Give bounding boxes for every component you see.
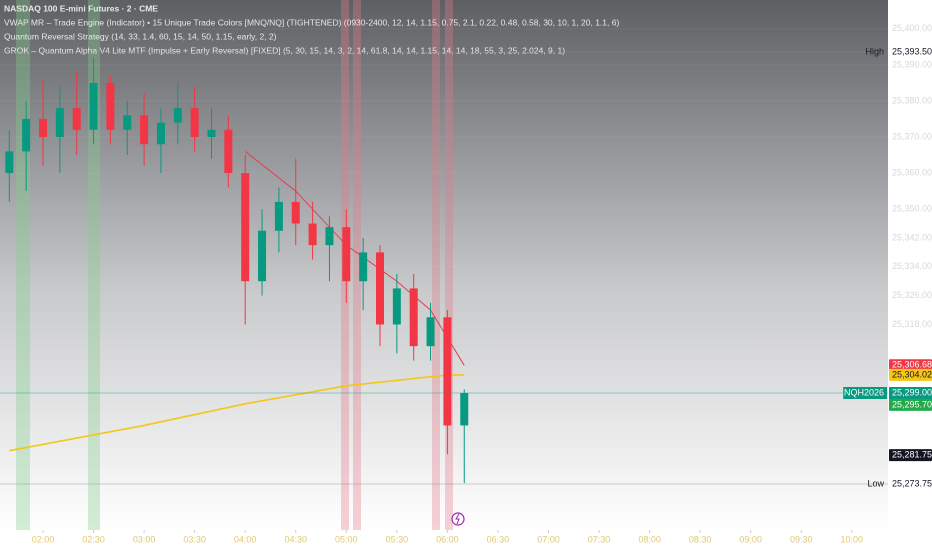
x-tick-label: 04:00 — [234, 534, 257, 544]
candle-body — [123, 115, 132, 130]
x-tick-label: 05:00 — [335, 534, 358, 544]
candle-body — [376, 252, 384, 325]
x-tick-label: 03:30 — [183, 534, 206, 544]
price-tag-name-box — [843, 386, 887, 399]
price-tag — [889, 478, 932, 491]
signal-band — [353, 0, 361, 530]
indicator-label: VWAP MR – Trade Engine (Indicator) • 15 … — [4, 17, 619, 27]
candle-body — [5, 151, 14, 174]
candle-body — [156, 122, 165, 145]
signal-band — [432, 0, 440, 530]
signal-band — [445, 0, 453, 530]
x-tick-label: 07:30 — [588, 534, 611, 544]
signal-band — [88, 0, 100, 530]
chart-layer — [0, 28, 888, 484]
candle-body — [89, 82, 98, 130]
candle-body — [342, 227, 351, 282]
y-tick-label: 25,326.00 — [892, 290, 932, 300]
y-tick-label: 25,342.00 — [892, 232, 932, 242]
y-tick-label: 25,400.00 — [892, 23, 932, 33]
candle-body — [325, 227, 334, 246]
price-tag-label: 25,306.68 — [892, 360, 932, 370]
candle-body — [258, 230, 267, 282]
price-axis — [888, 0, 932, 550]
indicator-label: GROK – Quantum Alpha V4 Lite MTF (Impuls… — [4, 45, 565, 55]
y-tick-label: 25,370.00 — [892, 131, 932, 141]
indicator-line — [244, 151, 465, 366]
x-tick-label: 07:00 — [537, 534, 560, 544]
x-tick-label: 09:30 — [790, 534, 813, 544]
x-tick-label: 08:30 — [689, 534, 712, 544]
y-tick-label: 25,318.00 — [892, 319, 932, 329]
candle-body — [173, 108, 182, 123]
y-tick-label: 25,360.00 — [892, 167, 932, 177]
price-tag-label: 25,281.75 — [892, 450, 932, 460]
candle-body — [140, 115, 149, 145]
candle-body — [224, 129, 233, 174]
price-tag — [889, 398, 932, 411]
x-tick-label: 06:30 — [487, 534, 510, 544]
price-tag-label: 25,295.70 — [892, 399, 932, 409]
y-tick-label: 25,334.00 — [892, 261, 932, 271]
time-axis — [0, 530, 888, 550]
candle-body — [409, 288, 418, 347]
candle-body — [291, 201, 300, 224]
candle-body — [106, 82, 115, 130]
x-tick-label: 09:00 — [739, 534, 762, 544]
y-tick-label: 25,380.00 — [892, 95, 932, 105]
candle-body — [460, 392, 469, 426]
x-tick-label: 04:30 — [284, 534, 307, 544]
candle-body — [55, 108, 64, 138]
candle-body — [274, 201, 283, 231]
candle-body — [72, 108, 81, 130]
y-tick-label: 25,350.00 — [892, 203, 932, 213]
candle-body — [392, 288, 401, 325]
y-tick-label: 25,390.00 — [892, 59, 932, 69]
x-tick-label: 02:00 — [32, 534, 55, 544]
price-tag-name: High — [865, 47, 884, 57]
price-tag — [889, 46, 932, 59]
event-icon-bolt — [455, 513, 460, 525]
candle-body — [426, 317, 435, 347]
candle-body — [443, 317, 452, 426]
candle-body — [359, 252, 368, 282]
indicator-label: Quantum Reversal Strategy (14, 33, 1.4, … — [4, 31, 277, 41]
candle-body — [241, 173, 250, 282]
x-tick-label: 02:30 — [82, 534, 105, 544]
x-tick-label: 06:00 — [436, 534, 459, 544]
candle-body — [207, 129, 216, 138]
price-tag-label: 25,299.00 — [892, 387, 932, 397]
price-tag-name: Low — [867, 478, 884, 488]
signal-band — [16, 0, 30, 530]
candle-body — [22, 118, 31, 152]
price-tag-label: 25,273.75 — [892, 478, 932, 488]
price-tag — [889, 449, 932, 462]
price-tag-label: 25,304.02 — [892, 369, 932, 379]
x-tick-label: 05:30 — [386, 534, 409, 544]
x-tick-label: 08:00 — [638, 534, 661, 544]
x-tick-label: 03:00 — [133, 534, 156, 544]
candle-body — [190, 108, 199, 138]
chart-title: NASDAQ 100 E-mini Futures · 2 · CME — [4, 3, 158, 13]
price-tag — [889, 359, 932, 372]
plot-background — [0, 0, 888, 530]
candle-body — [308, 223, 317, 246]
event-icon[interactable] — [451, 512, 465, 526]
price-tag-name: NQH2026 — [844, 387, 884, 397]
x-tick-label: 10:00 — [841, 534, 864, 544]
candle-body — [39, 118, 47, 138]
price-tag — [889, 368, 932, 381]
price-tag-label: 25,393.50 — [892, 47, 932, 57]
